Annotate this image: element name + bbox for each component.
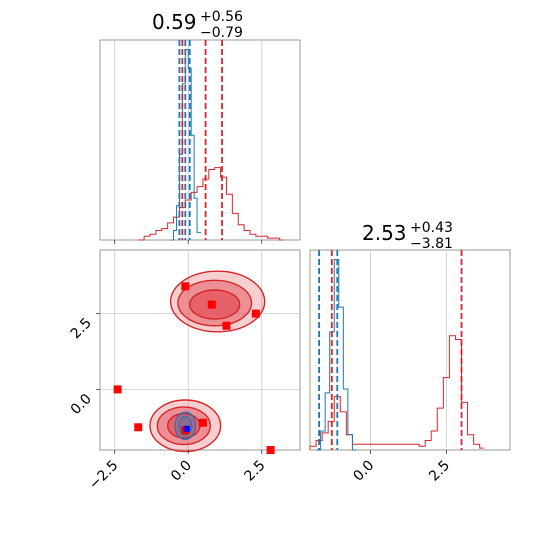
- param-2-red-histogram: [309, 335, 484, 450]
- param-2-blue-histogram: [316, 259, 357, 451]
- joint-x-tick-label: 2.5: [242, 458, 269, 485]
- param-2-title-value: 2.53: [362, 221, 407, 245]
- joint-red-marker: [251, 309, 260, 318]
- joint-y-tick-label: 0.0: [68, 391, 95, 418]
- joint-blue-marker: [183, 425, 190, 432]
- joint-red-marker: [134, 423, 143, 432]
- joint-y-tick-label: 2.5: [68, 315, 95, 342]
- param-1-red-histogram: [138, 167, 284, 241]
- joint-panel-frame: [99, 249, 301, 451]
- joint-blue-contour: [174, 411, 197, 440]
- param-2-x-tick-label: 2.5: [426, 458, 453, 485]
- joint-red-marker: [181, 282, 190, 291]
- joint-x-tick-label: −2.5: [86, 458, 121, 493]
- param-1-histogram-frame: [99, 39, 301, 241]
- joint-red-marker: [266, 446, 275, 454]
- joint-x-tick-label: 0.0: [168, 458, 195, 485]
- joint-red-marker: [113, 385, 122, 394]
- joint-red-marker: [207, 300, 216, 309]
- param-1-blue-histogram: [170, 49, 202, 241]
- param-1-title-upper: +0.56: [200, 9, 243, 25]
- param-1-title-lower: −0.79: [200, 25, 243, 41]
- param-1-title-value: 0.59: [152, 10, 197, 34]
- param-2-x-tick-label: 0.0: [350, 458, 377, 485]
- param-2-title-upper: +0.43: [410, 220, 453, 236]
- param-2-histogram-frame: [309, 249, 511, 451]
- joint-red-marker: [198, 418, 207, 427]
- joint-red-marker: [222, 321, 231, 330]
- param-2-title-lower: −3.81: [410, 236, 453, 252]
